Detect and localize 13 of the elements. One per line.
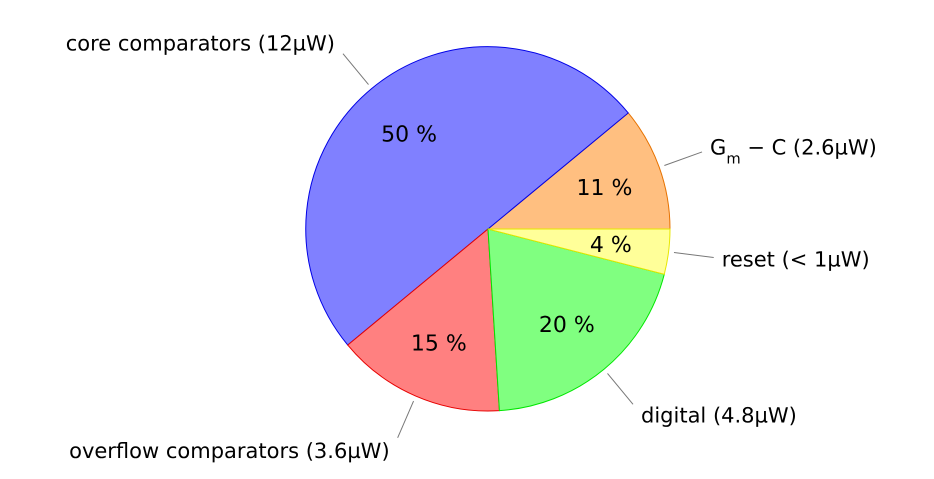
pie-slice [488, 112, 670, 230]
data-label: 15 % [410, 331, 467, 356]
data-label: 50 % [381, 122, 438, 148]
pie-slice [347, 228, 500, 412]
slice-label: core comparators (12μW) [66, 31, 335, 56]
slice-label: digital (4.8μW) [641, 403, 797, 428]
data-label: 20 % [538, 313, 595, 338]
data-label: 11 % [576, 176, 632, 201]
slice-label: G$_{m}$ − C (2.6μW) [710, 136, 877, 168]
data-label: 4 % [590, 233, 632, 258]
slice-label: overflow comparators (3.6μW) [69, 438, 390, 463]
pie-slice [488, 228, 670, 275]
slice-label: reset (< 1μW) [722, 248, 870, 272]
